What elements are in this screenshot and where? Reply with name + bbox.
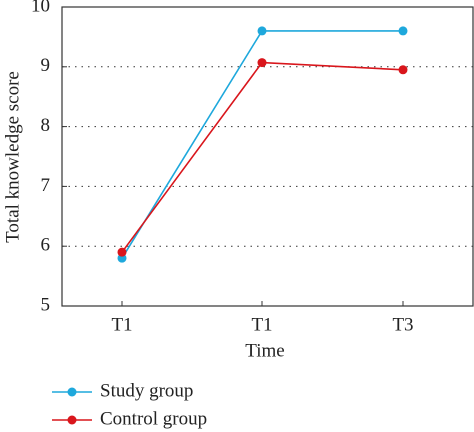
y-tick-label: 6 xyxy=(41,235,51,256)
y-tick-label: 7 xyxy=(41,175,51,196)
point xyxy=(257,26,267,36)
point xyxy=(117,247,127,257)
legend-marker xyxy=(67,387,77,397)
series-line xyxy=(121,61,404,253)
x-axis-label: Time xyxy=(245,340,284,361)
point xyxy=(398,65,408,75)
y-tick-label: 8 xyxy=(41,115,51,136)
x-tick-label: T1 xyxy=(251,314,272,335)
legend-label: Control group xyxy=(100,408,207,429)
y-axis-label: Total knowledge score xyxy=(2,71,23,243)
plot-frame xyxy=(61,6,474,307)
legend-marker xyxy=(67,415,77,425)
x-tick-label: T1 xyxy=(111,314,132,335)
y-tick-label: 10 xyxy=(31,0,50,16)
point xyxy=(398,26,408,36)
y-tick-label: 5 xyxy=(41,294,51,315)
y-tick-label: 9 xyxy=(41,55,51,76)
legend-label: Study group xyxy=(100,380,193,401)
x-tick-label: T3 xyxy=(392,314,413,335)
point xyxy=(257,58,267,68)
